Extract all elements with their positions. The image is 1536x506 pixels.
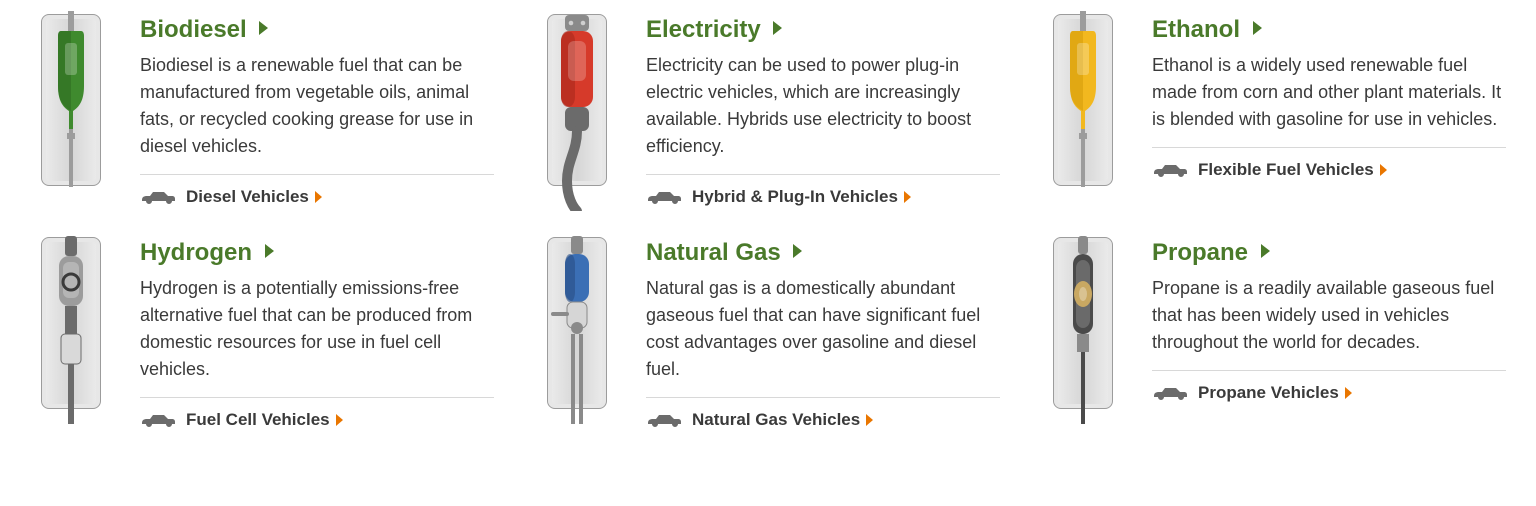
fuel-text-col: Hydrogen Hydrogen is a potentially emiss…	[112, 237, 494, 430]
fuel-title-label: Electricity	[646, 16, 761, 43]
fuel-icon-col	[30, 237, 112, 409]
fuel-description: Propane is a readily available gaseous f…	[1152, 275, 1506, 356]
fuel-icon-col	[1042, 14, 1124, 186]
propane-pump-icon	[1053, 237, 1113, 409]
fuel-card-natural_gas: Natural Gas Natural gas is a domesticall…	[536, 237, 1000, 430]
car-icon	[140, 412, 176, 428]
fuel-text-col: Biodiesel Biodiesel is a renewable fuel …	[112, 14, 494, 207]
fuel-title-label: Ethanol	[1152, 16, 1240, 43]
fuel-card-hydrogen: Hydrogen Hydrogen is a potentially emiss…	[30, 237, 494, 430]
fuel-description: Ethanol is a widely used renewable fuel …	[1152, 52, 1506, 133]
electricity-pump-icon	[547, 14, 607, 186]
fuel-title-label: Hydrogen	[140, 239, 252, 266]
divider	[1152, 370, 1506, 371]
vehicle-link-label: Diesel Vehicles	[186, 187, 309, 207]
divider	[646, 174, 1000, 175]
chevron-right-icon	[1253, 21, 1262, 35]
fuel-card-biodiesel: Biodiesel Biodiesel is a renewable fuel …	[30, 14, 494, 207]
chevron-right-icon	[1380, 164, 1387, 176]
fuel-description: Hydrogen is a potentially emissions-free…	[140, 275, 494, 383]
fuel-icon-col	[1042, 237, 1124, 409]
fuel-title-label: Biodiesel	[140, 16, 247, 43]
vehicle-link-label: Hybrid & Plug-In Vehicles	[692, 187, 898, 207]
vehicle-link-label: Flexible Fuel Vehicles	[1198, 160, 1374, 180]
divider	[140, 174, 494, 175]
car-icon	[1152, 385, 1188, 401]
car-icon	[646, 189, 682, 205]
fuel-icon-col	[536, 237, 618, 409]
fuel-card-ethanol: Ethanol Ethanol is a widely used renewab…	[1042, 14, 1506, 207]
fuel-text-col: Ethanol Ethanol is a widely used renewab…	[1124, 14, 1506, 180]
natural_gas-pump-icon	[547, 237, 607, 409]
car-icon	[646, 412, 682, 428]
fuels-grid: Biodiesel Biodiesel is a renewable fuel …	[0, 0, 1536, 450]
ethanol-pump-icon	[1053, 14, 1113, 186]
vehicle-link-label: Fuel Cell Vehicles	[186, 410, 330, 430]
vehicle-link[interactable]: Propane Vehicles	[1152, 383, 1506, 403]
chevron-right-icon	[904, 191, 911, 203]
fuel-title-label: Propane	[1152, 239, 1248, 266]
fuel-text-col: Electricity Electricity can be used to p…	[618, 14, 1000, 207]
chevron-right-icon	[1261, 244, 1270, 258]
chevron-right-icon	[793, 244, 802, 258]
fuel-title-link[interactable]: Hydrogen	[140, 239, 494, 267]
fuel-title-link[interactable]: Biodiesel	[140, 16, 494, 44]
fuel-title-link[interactable]: Ethanol	[1152, 16, 1506, 44]
chevron-right-icon	[773, 21, 782, 35]
chevron-right-icon	[866, 414, 873, 426]
chevron-right-icon	[1345, 387, 1352, 399]
fuel-card-propane: Propane Propane is a readily available g…	[1042, 237, 1506, 430]
car-icon	[140, 189, 176, 205]
biodiesel-pump-icon	[41, 14, 101, 186]
vehicle-link-label: Natural Gas Vehicles	[692, 410, 860, 430]
chevron-right-icon	[259, 21, 268, 35]
fuel-description: Electricity can be used to power plug-in…	[646, 52, 1000, 160]
vehicle-link[interactable]: Hybrid & Plug-In Vehicles	[646, 187, 1000, 207]
divider	[1152, 147, 1506, 148]
fuel-title-label: Natural Gas	[646, 239, 781, 266]
fuel-text-col: Propane Propane is a readily available g…	[1124, 237, 1506, 403]
vehicle-link-label: Propane Vehicles	[1198, 383, 1339, 403]
fuel-title-link[interactable]: Propane	[1152, 239, 1506, 267]
divider	[140, 397, 494, 398]
vehicle-link[interactable]: Flexible Fuel Vehicles	[1152, 160, 1506, 180]
fuel-title-link[interactable]: Natural Gas	[646, 239, 1000, 267]
fuel-text-col: Natural Gas Natural gas is a domesticall…	[618, 237, 1000, 430]
fuel-description: Natural gas is a domestically abundant g…	[646, 275, 1000, 383]
divider	[646, 397, 1000, 398]
vehicle-link[interactable]: Diesel Vehicles	[140, 187, 494, 207]
chevron-right-icon	[336, 414, 343, 426]
fuel-card-electricity: Electricity Electricity can be used to p…	[536, 14, 1000, 207]
hydrogen-pump-icon	[41, 237, 101, 409]
vehicle-link[interactable]: Natural Gas Vehicles	[646, 410, 1000, 430]
chevron-right-icon	[315, 191, 322, 203]
fuel-icon-col	[30, 14, 112, 186]
vehicle-link[interactable]: Fuel Cell Vehicles	[140, 410, 494, 430]
car-icon	[1152, 162, 1188, 178]
fuel-description: Biodiesel is a renewable fuel that can b…	[140, 52, 494, 160]
fuel-title-link[interactable]: Electricity	[646, 16, 1000, 44]
fuel-icon-col	[536, 14, 618, 186]
chevron-right-icon	[265, 244, 274, 258]
